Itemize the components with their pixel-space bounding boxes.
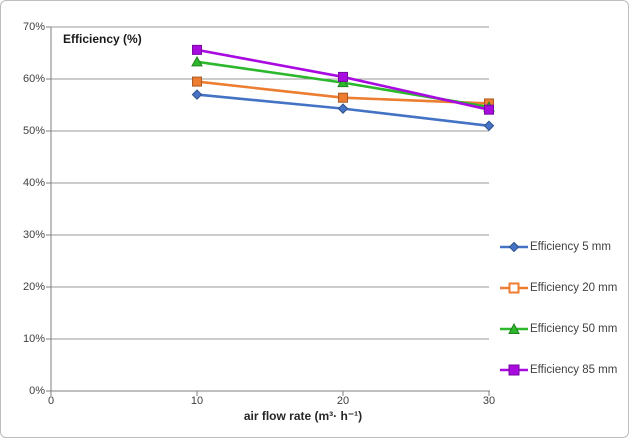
data-point-marker	[338, 71, 348, 82]
y-tick-label: 20%	[22, 281, 45, 293]
data-point-marker	[191, 89, 203, 100]
y-tick-label: 0%	[29, 385, 45, 397]
data-point-marker	[192, 44, 202, 55]
x-tick-label: 0	[47, 395, 55, 407]
x-tick-label: 20	[336, 395, 350, 407]
legend-marker-icon	[500, 364, 528, 376]
chart-title: Efficiency (%)	[63, 32, 142, 46]
legend-item: Efficiency 50 mm	[499, 321, 617, 337]
legend-item: Efficiency 20 mm	[499, 280, 617, 296]
y-tick-label: 40%	[22, 177, 45, 189]
y-tick-label: 60%	[22, 73, 45, 85]
legend-label: Efficiency 5 mm	[530, 241, 611, 253]
y-tick-label: 50%	[22, 125, 45, 137]
legend-item: Efficiency 5 mm	[499, 239, 611, 255]
legend-marker-icon	[500, 282, 528, 294]
y-tick-label: 70%	[22, 21, 45, 33]
data-point-marker	[337, 103, 349, 114]
x-tick-label: 30	[482, 395, 496, 407]
data-point-marker	[337, 76, 349, 88]
x-axis-title: air flow rate (m³· h⁻¹)	[243, 409, 363, 423]
data-point-marker	[338, 92, 348, 103]
x-tick-label: 10	[190, 395, 204, 407]
legend-label: Efficiency 85 mm	[530, 364, 618, 376]
legend-label: Efficiency 20 mm	[530, 282, 618, 294]
legend-marker-icon	[500, 322, 528, 334]
legend-item: Efficiency 85 mm	[499, 362, 617, 378]
legend-label: Efficiency 50 mm	[530, 323, 618, 335]
legend-marker-icon	[500, 241, 528, 253]
data-point-marker	[192, 76, 202, 87]
y-tick-label: 10%	[22, 333, 45, 345]
data-point-marker	[484, 104, 494, 115]
data-point-marker	[191, 56, 203, 67]
y-tick-label: 30%	[22, 229, 45, 241]
data-point-marker	[483, 120, 495, 132]
